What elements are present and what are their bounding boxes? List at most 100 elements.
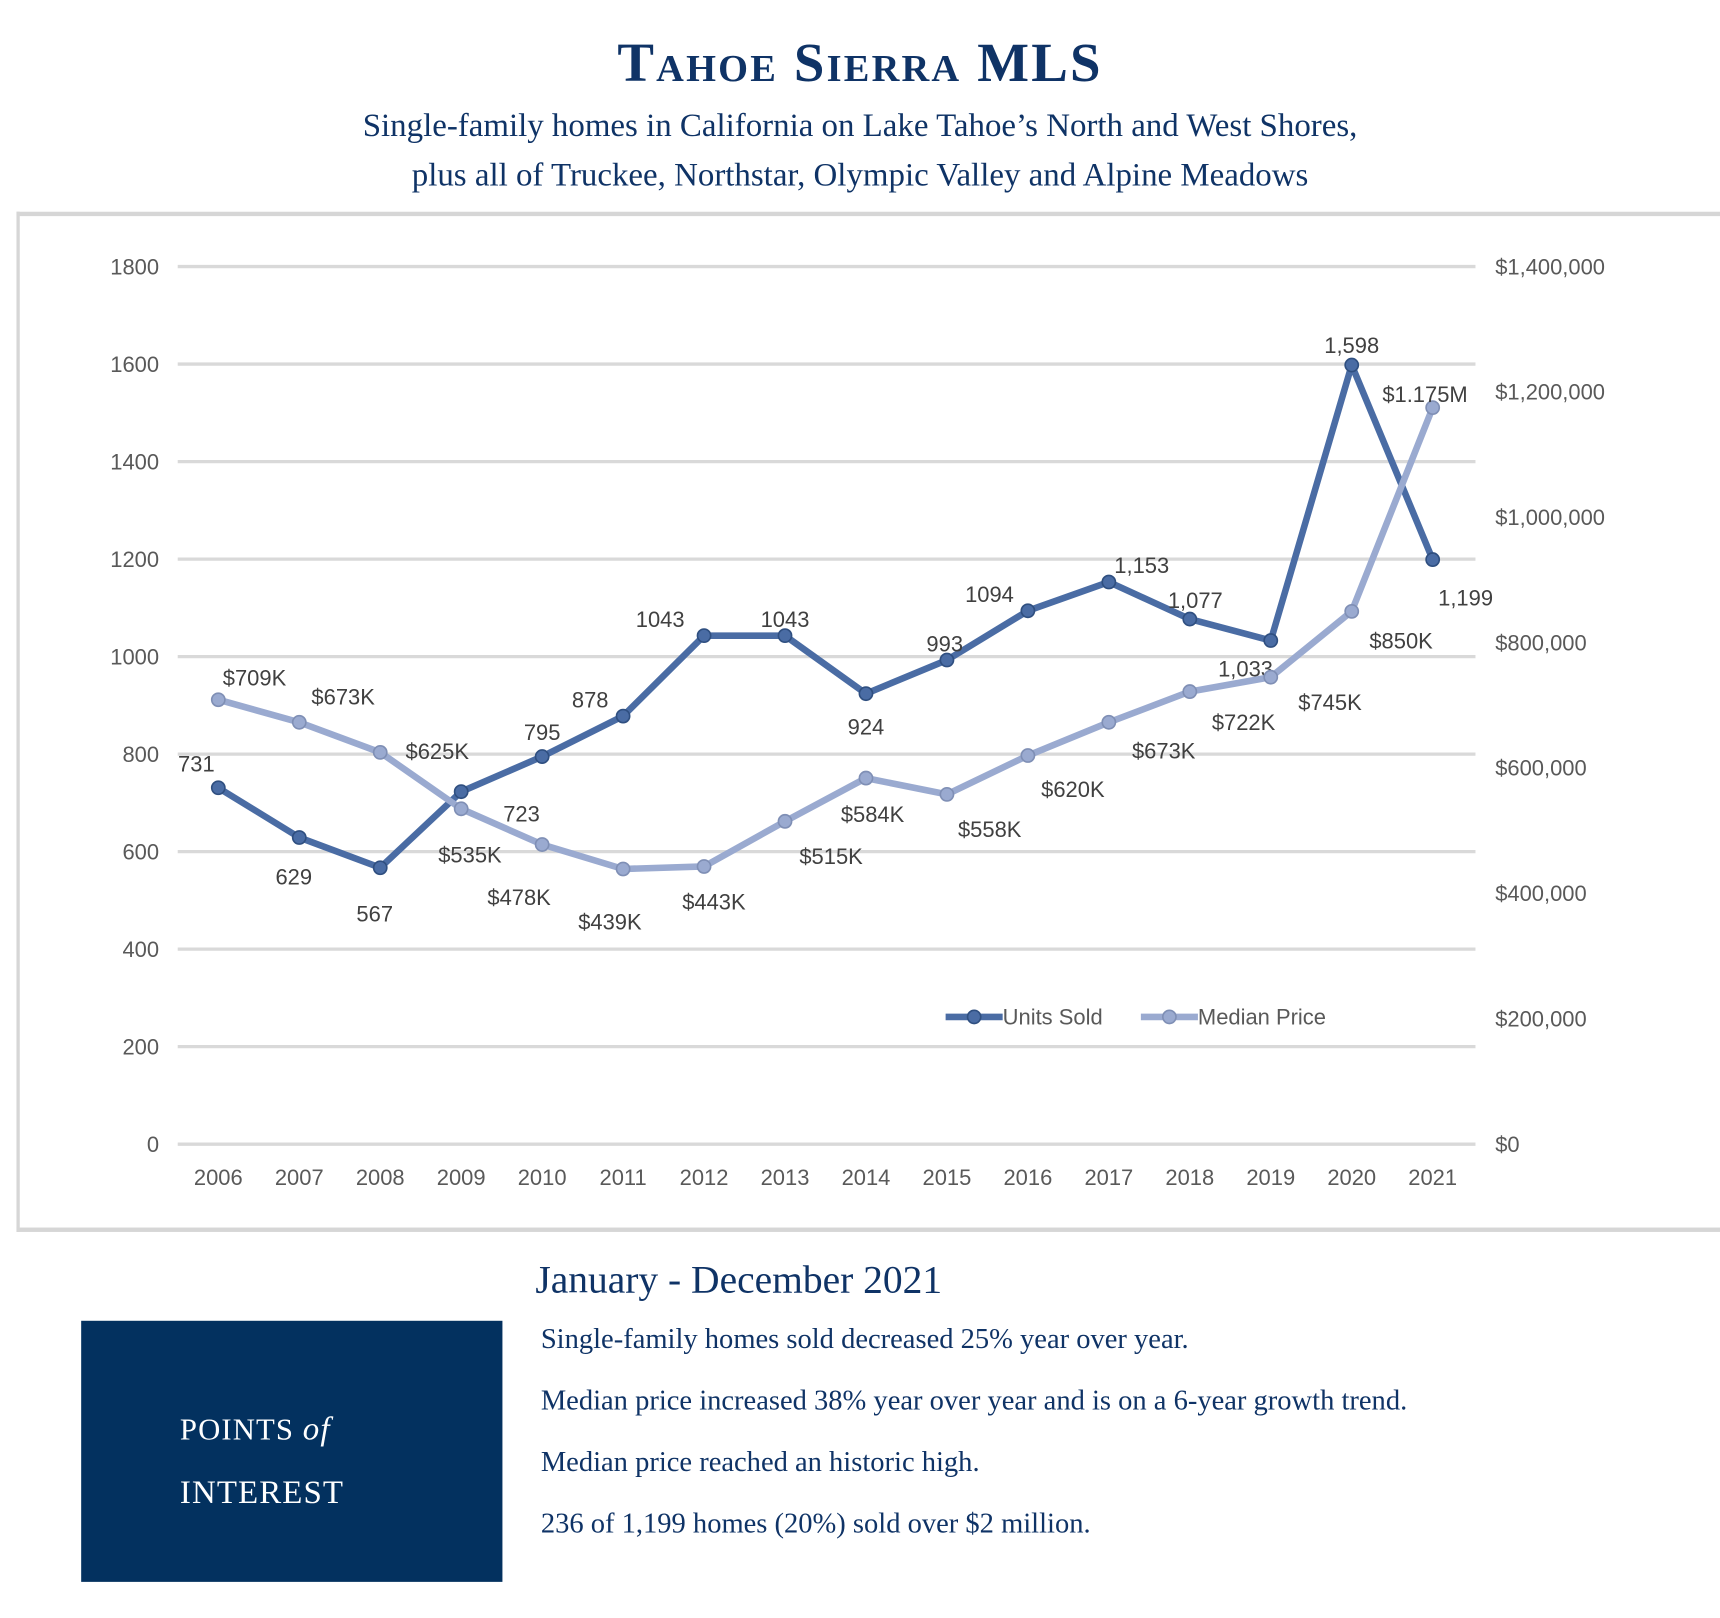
data-label: 1094: [965, 582, 1014, 607]
chart-frame: [16, 211, 1720, 1232]
data-point: [615, 861, 631, 877]
data-label: $478K: [487, 885, 551, 910]
x-axis-tick: 2014: [842, 1165, 891, 1190]
points-of-interest-box: POINTS of INTEREST: [81, 1320, 503, 1582]
x-axis-tick: 2012: [680, 1165, 729, 1190]
left-axis-tick: 0: [147, 1132, 159, 1157]
data-point: [1182, 611, 1198, 627]
x-axis-tick: 2016: [1003, 1165, 1052, 1190]
legend-marker: [1161, 1009, 1177, 1025]
x-axis-tick: 2008: [356, 1165, 405, 1190]
data-point: [1020, 748, 1036, 763]
data-label: $584K: [841, 802, 905, 827]
legend-marker: [966, 1009, 982, 1025]
right-axis-tick: $1,400,000: [1495, 254, 1605, 279]
data-label: $850K: [1369, 629, 1433, 654]
data-label: 1,199: [1438, 586, 1493, 611]
x-axis-tick: 2020: [1327, 1165, 1376, 1190]
point-item: Median price reached an historic high.: [540, 1445, 980, 1478]
data-label: $722K: [1212, 710, 1276, 735]
line-chart: 0 200 400 600 800 1000 1200 1400 1600 1800 $0 $200,…: [110, 254, 1605, 1190]
left-axis-tick: 1800: [110, 254, 159, 279]
series-line-units-sold: [216, 361, 1436, 872]
period-heading: January - December 2021: [535, 1257, 943, 1302]
left-axis-tick: 800: [122, 742, 159, 767]
legend-label: Median Price: [1198, 1005, 1326, 1030]
data-point: [1263, 633, 1279, 648]
x-axis-tick: 2011: [600, 1165, 647, 1190]
data-label: 878: [572, 687, 609, 712]
x-axis-tick: 2006: [194, 1165, 243, 1190]
data-label: 1,598: [1324, 333, 1379, 358]
right-axis-tick: $600,000: [1495, 756, 1587, 781]
legend-label: Units Sold: [1003, 1005, 1103, 1030]
data-label: 731: [178, 751, 215, 776]
data-label: $673K: [311, 685, 375, 710]
x-axis-tick: 2021: [1408, 1165, 1457, 1190]
data-point: [210, 780, 226, 796]
left-axis-tick: 200: [122, 1034, 159, 1059]
data-point: [1101, 714, 1117, 730]
x-axis-tick: 2019: [1246, 1165, 1295, 1190]
x-axis-tick: 2009: [437, 1165, 486, 1190]
data-point: [453, 784, 469, 800]
data-label: $625K: [406, 739, 470, 764]
poi-title-line-1: POINTS of: [180, 1411, 331, 1448]
left-axis-tick: 1200: [110, 547, 159, 572]
left-axis-tick: 400: [122, 937, 159, 962]
data-label: 723: [503, 801, 540, 826]
data-point: [1101, 574, 1117, 590]
data-point: [939, 652, 955, 668]
poi-title-line-2: INTEREST: [179, 1474, 345, 1511]
data-point: [210, 692, 226, 708]
data-point: [372, 860, 388, 876]
data-point: [453, 801, 469, 817]
poi-points: POINTS: [179, 1412, 295, 1447]
data-label: $745K: [1298, 690, 1362, 715]
data-point: [1263, 669, 1279, 685]
point-item: 236 of 1,199 homes (20%) sold over $2 mi…: [540, 1507, 1091, 1540]
data-label: 1043: [636, 607, 685, 632]
right-axis-tick: $200,000: [1495, 1006, 1587, 1031]
data-point: [291, 830, 307, 845]
x-axis-tick: 2017: [1084, 1165, 1133, 1190]
data-label: $515K: [799, 844, 863, 869]
data-point: [291, 714, 307, 730]
data-label: 924: [848, 714, 885, 739]
data-point: [777, 813, 793, 829]
data-point: [1425, 400, 1441, 416]
subtitle-line-1: Single-family homes in California on Lak…: [362, 107, 1358, 144]
data-point: [615, 708, 631, 724]
right-axis-tick: $800,000: [1495, 630, 1587, 655]
data-point: [534, 837, 550, 852]
left-axis-tick: 600: [122, 839, 159, 864]
left-axis-tick: 1600: [110, 352, 159, 377]
page-title: Tahoe Sierra MLS: [617, 31, 1103, 94]
data-label: $620K: [1041, 777, 1105, 802]
data-label: 567: [356, 901, 393, 926]
data-point: [372, 744, 388, 760]
data-label: 1,077: [1168, 588, 1223, 613]
data-point: [534, 749, 550, 764]
data-label: 993: [926, 631, 963, 656]
data-point: [696, 859, 712, 874]
point-item: Single-family homes sold decreased 25% y…: [540, 1322, 1189, 1355]
x-axis-tick: 2007: [275, 1165, 324, 1190]
data-label: $709K: [223, 665, 287, 690]
data-point: [858, 686, 874, 702]
data-point: [1020, 603, 1036, 619]
data-point: [1344, 357, 1360, 373]
data-point: [777, 628, 793, 644]
left-axis-tick: 1000: [110, 644, 159, 669]
right-axis-tick: $1,200,000: [1495, 380, 1605, 405]
x-axis-tick: 2013: [761, 1165, 810, 1190]
right-axis-tick: $1,000,000: [1495, 505, 1605, 530]
right-axis-tick: $0: [1495, 1132, 1519, 1157]
data-label: 629: [275, 865, 312, 890]
data-label: $558K: [958, 817, 1022, 842]
x-axis-tick: 2018: [1165, 1165, 1214, 1190]
data-label: $443K: [682, 889, 746, 914]
data-label: $673K: [1132, 738, 1196, 763]
data-point: [939, 786, 955, 802]
left-axis-tick: 1400: [110, 449, 159, 474]
